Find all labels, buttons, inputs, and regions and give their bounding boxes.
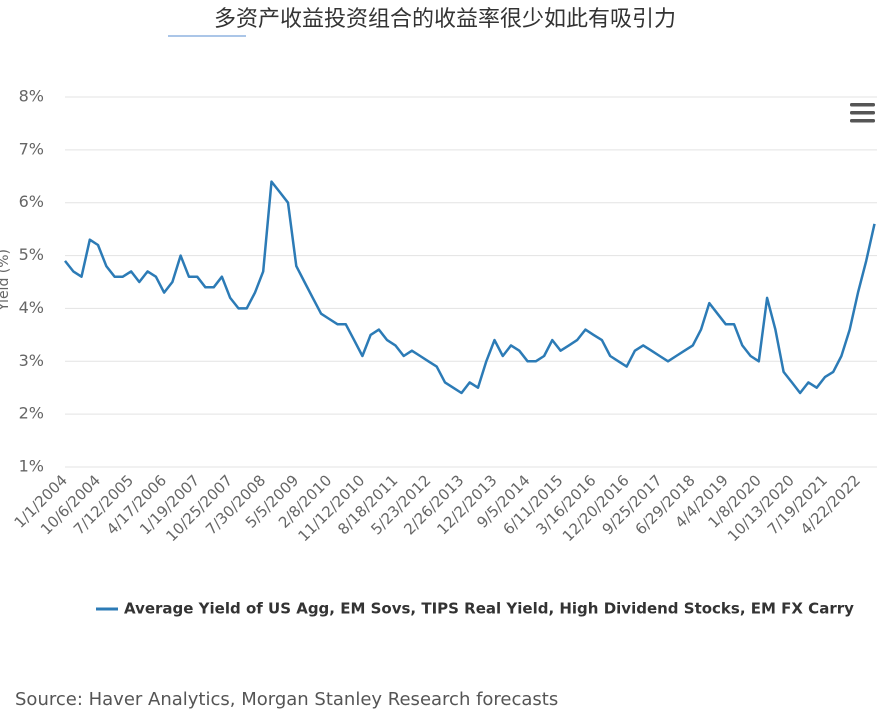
menu-icon[interactable] bbox=[850, 103, 875, 123]
y-tick-label: 3% bbox=[19, 351, 44, 370]
legend-label: Average Yield of US Agg, EM Sovs, TIPS R… bbox=[124, 600, 854, 618]
y-tick-label: 5% bbox=[19, 245, 44, 264]
y-axis-label: Yield (%) bbox=[0, 249, 12, 312]
y-tick-label: 1% bbox=[19, 457, 44, 476]
y-tick-label: 8% bbox=[19, 87, 44, 106]
line bbox=[64, 180, 876, 395]
y-tick-label: 4% bbox=[19, 298, 44, 317]
y-tick-label: 6% bbox=[19, 192, 44, 211]
source: Source: Haver Analytics, Morgan Stanley … bbox=[15, 689, 558, 710]
y-tick-label: 2% bbox=[19, 404, 44, 423]
y-tick-label: 7% bbox=[19, 139, 44, 158]
chart-title: 多资产收益投资组合的收益率很少如此有吸引力 bbox=[214, 7, 676, 32]
